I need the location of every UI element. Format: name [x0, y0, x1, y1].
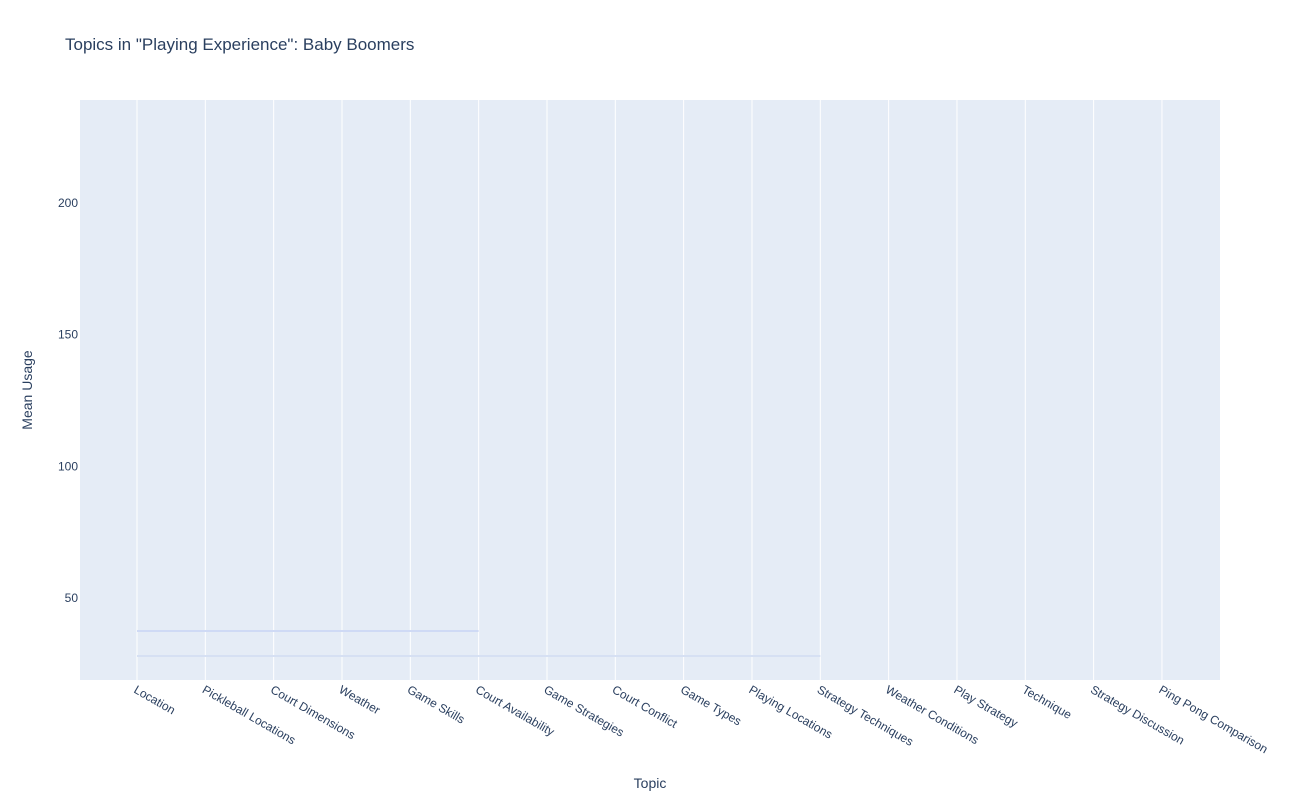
plot-area	[80, 100, 1220, 680]
x-tick-label: Location	[132, 682, 178, 717]
x-axis-title: Topic	[634, 775, 667, 791]
x-tick-label: Technique	[1020, 682, 1075, 722]
y-tick-label: 100	[58, 459, 78, 473]
y-axis-title: Mean Usage	[19, 350, 35, 430]
x-tick-label: Game Types	[678, 682, 744, 728]
y-tick-label: 50	[65, 591, 79, 605]
x-tick-label: Game Skills	[405, 682, 467, 726]
chart-title: Topics in "Playing Experience": Baby Boo…	[65, 35, 414, 54]
y-tick-label: 150	[58, 328, 78, 342]
y-tick-label: 200	[58, 196, 78, 210]
x-tick-label: Weather	[336, 682, 382, 717]
x-tick-label: Ping Pong Comparison	[1156, 682, 1270, 756]
